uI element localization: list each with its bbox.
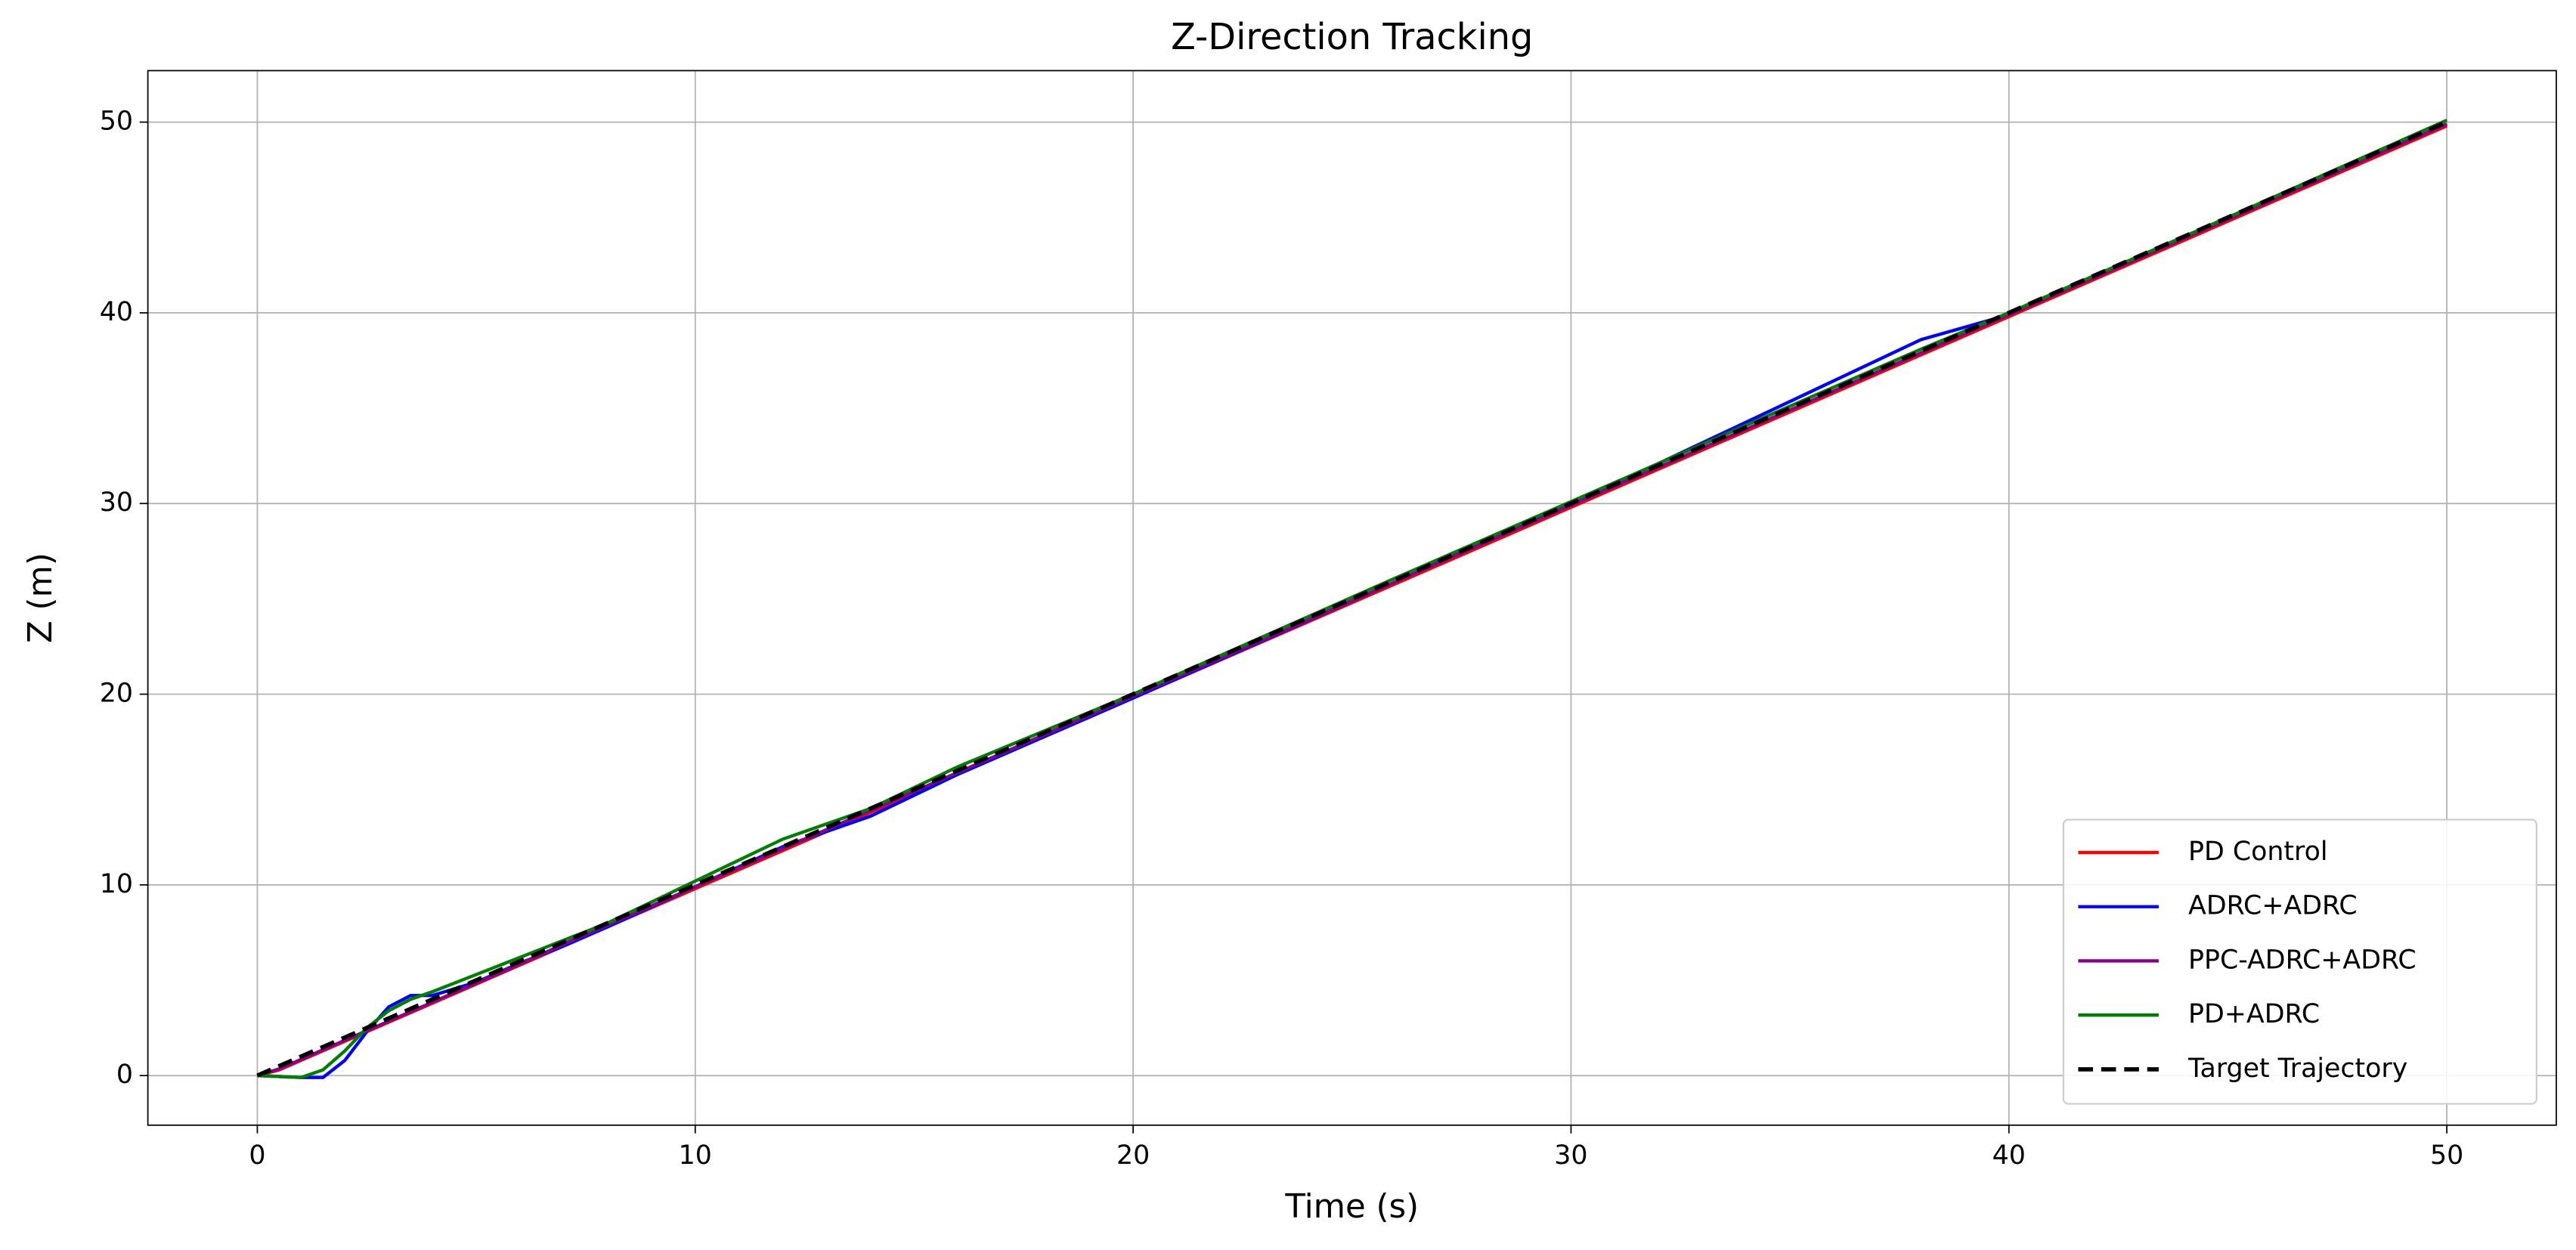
legend-frame [2062, 818, 2537, 1105]
legend-label: PD Control [2188, 837, 2327, 867]
x-tick-label: 10 [679, 1140, 712, 1171]
x-tick-label: 0 [249, 1140, 265, 1171]
x-tick-label: 40 [1992, 1140, 2026, 1171]
y-tick-label: 40 [100, 297, 133, 327]
y-axis-label: Z (m) [22, 552, 60, 643]
legend-label: PD+ADRC [2188, 999, 2320, 1029]
y-tick-label: 50 [100, 107, 133, 137]
series-line [256, 119, 2448, 1078]
x-tick-label: 20 [1116, 1140, 1150, 1171]
y-tick-label: 20 [100, 679, 133, 709]
y-tick-label: 0 [116, 1060, 133, 1090]
legend-label: ADRC+ADRC [2188, 891, 2358, 921]
y-tick-label: 10 [100, 869, 133, 899]
legend-label: PPC-ADRC+ADRC [2188, 945, 2417, 975]
legend: PD Control ADRC+ADRC PPC-ADRC+ADRC PD+ADRC T… [2062, 818, 2537, 1105]
chart-title: Z-Direction Tracking [1171, 17, 1533, 58]
x-tick-label: 30 [1554, 1140, 1587, 1171]
x-axis-label: Time (s) [1284, 1188, 1419, 1226]
plot-frame [147, 70, 2557, 1126]
x-tick-label: 50 [2430, 1140, 2463, 1171]
legend-label: Target Trajectory [2187, 1054, 2407, 1084]
y-tick-label: 30 [100, 487, 133, 518]
